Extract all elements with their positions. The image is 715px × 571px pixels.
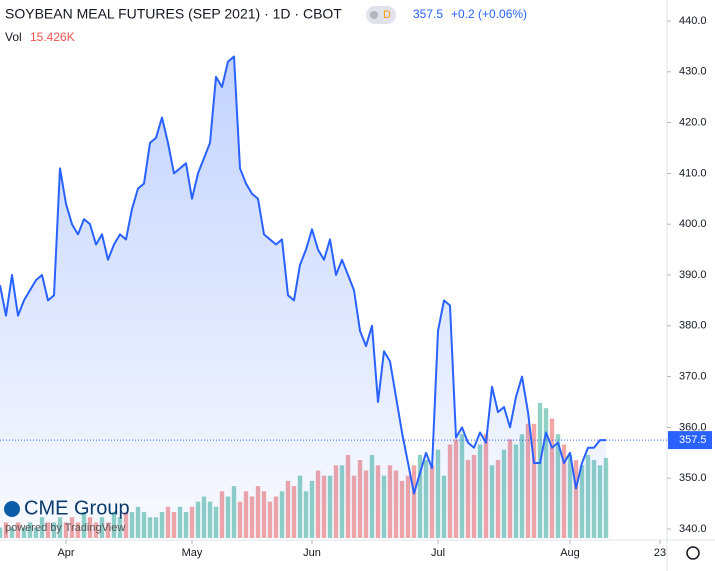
logo-name: CME Group	[24, 497, 130, 519]
x-tick-label: 23	[654, 547, 666, 559]
x-tick-label: Apr	[57, 547, 74, 559]
y-tick-label: 430.0	[679, 66, 707, 78]
x-tick-label: May	[182, 547, 203, 559]
powered-by: powered by TradingView	[5, 522, 125, 534]
y-tick-label: 440.0	[679, 15, 707, 27]
last-price-tag	[668, 431, 712, 450]
price-line	[0, 55, 606, 495]
y-tick-label: 400.0	[679, 218, 707, 230]
change: +0.2 (+0.06%)	[451, 7, 527, 21]
badge-dot	[370, 11, 378, 19]
last-price-label: 357.5	[679, 434, 707, 446]
plot	[0, 55, 609, 539]
logo: CME Group powered by TradingView	[4, 497, 130, 534]
x-tick-label: Jul	[431, 547, 445, 559]
vol-value: 15.426K	[30, 30, 75, 44]
y-tick-label: 340.0	[679, 523, 707, 535]
symbol: SOYBEAN MEAL FUTURES (SEP 2021) · 1D · C…	[5, 6, 342, 22]
logo-globe	[4, 501, 20, 517]
badge-bg	[366, 6, 396, 24]
y-tick-label: 380.0	[679, 320, 707, 332]
y-tick-label: 390.0	[679, 269, 707, 281]
vol-label: Vol	[5, 30, 22, 44]
y-tick-label: 370.0	[679, 371, 707, 383]
last-price: 357.5	[413, 7, 443, 21]
x-tick-label: Aug	[560, 547, 580, 559]
x-tick-label: Jun	[303, 547, 321, 559]
settings-icon[interactable]	[686, 546, 700, 560]
badge: D	[383, 9, 391, 21]
y-tick-label: 420.0	[679, 117, 707, 129]
y-tick-label: 410.0	[679, 167, 707, 179]
y-tick-label: 350.0	[679, 472, 707, 484]
y-tick-label: 360.0	[679, 421, 707, 433]
